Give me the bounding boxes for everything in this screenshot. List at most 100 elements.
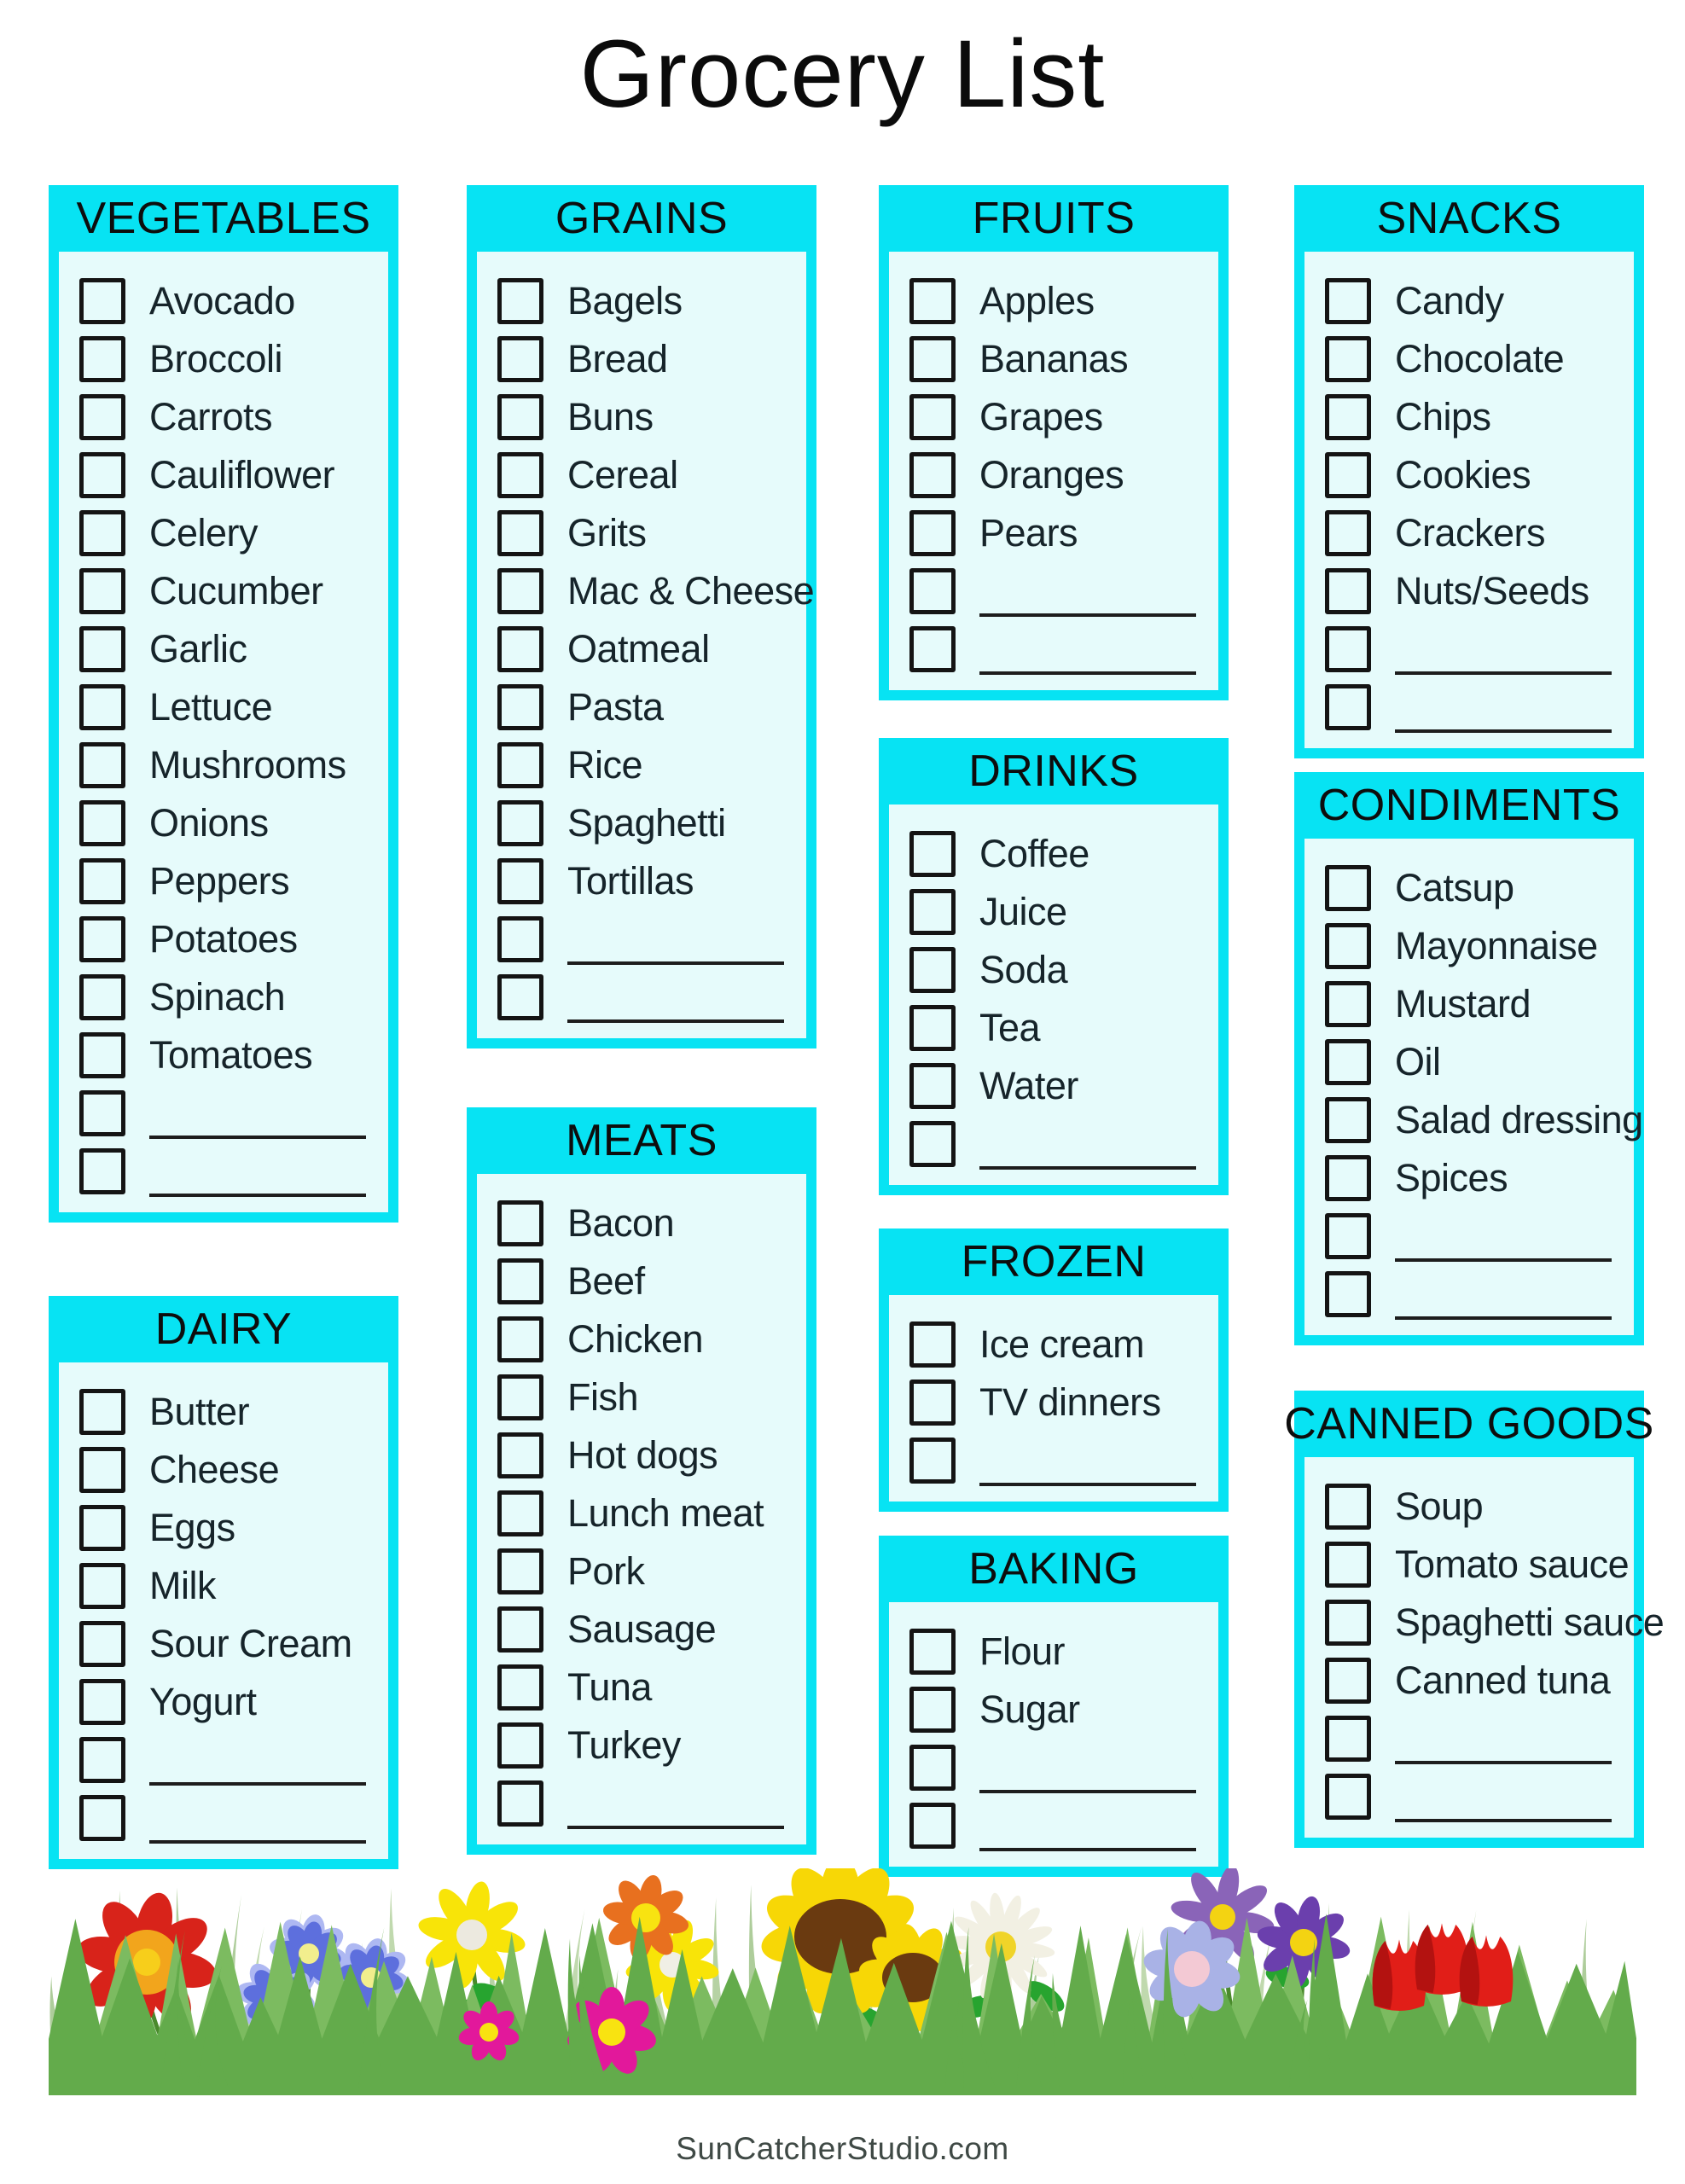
checkbox[interactable] xyxy=(497,858,543,904)
write-in-line[interactable] xyxy=(979,1435,1196,1486)
write-in-line[interactable] xyxy=(979,1742,1196,1793)
checkbox[interactable] xyxy=(909,452,956,498)
write-in-line[interactable] xyxy=(979,566,1196,617)
checkbox[interactable] xyxy=(497,800,543,846)
checkbox[interactable] xyxy=(1325,684,1371,730)
checkbox[interactable] xyxy=(79,1447,125,1493)
checkbox[interactable] xyxy=(497,452,543,498)
write-in-line[interactable] xyxy=(1395,624,1612,675)
write-in-line[interactable] xyxy=(979,1118,1196,1170)
checkbox[interactable] xyxy=(497,1432,543,1478)
checkbox[interactable] xyxy=(909,568,956,614)
checkbox[interactable] xyxy=(1325,394,1371,440)
checkbox[interactable] xyxy=(79,916,125,962)
checkbox[interactable] xyxy=(909,336,956,382)
write-in-line[interactable] xyxy=(149,1734,366,1786)
checkbox[interactable] xyxy=(497,336,543,382)
checkbox[interactable] xyxy=(1325,1542,1371,1588)
checkbox[interactable] xyxy=(909,947,956,993)
checkbox[interactable] xyxy=(79,568,125,614)
checkbox[interactable] xyxy=(1325,865,1371,911)
checkbox[interactable] xyxy=(909,1063,956,1109)
checkbox[interactable] xyxy=(1325,1271,1371,1317)
checkbox[interactable] xyxy=(79,742,125,788)
write-in-line[interactable] xyxy=(567,972,784,1023)
checkbox[interactable] xyxy=(79,800,125,846)
checkbox[interactable] xyxy=(79,626,125,672)
checkbox[interactable] xyxy=(909,1321,956,1368)
checkbox[interactable] xyxy=(1325,1600,1371,1646)
checkbox[interactable] xyxy=(497,510,543,556)
write-in-line[interactable] xyxy=(1395,1771,1612,1822)
checkbox[interactable] xyxy=(79,1679,125,1725)
checkbox[interactable] xyxy=(1325,1213,1371,1259)
write-in-line[interactable] xyxy=(1395,1269,1612,1320)
checkbox[interactable] xyxy=(497,394,543,440)
write-in-line[interactable] xyxy=(567,914,784,965)
checkbox[interactable] xyxy=(1325,336,1371,382)
checkbox[interactable] xyxy=(79,394,125,440)
checkbox[interactable] xyxy=(497,974,543,1020)
checkbox[interactable] xyxy=(909,626,956,672)
write-in-line[interactable] xyxy=(149,1088,366,1139)
checkbox[interactable] xyxy=(909,1121,956,1167)
write-in-line[interactable] xyxy=(1395,1211,1612,1262)
checkbox[interactable] xyxy=(1325,981,1371,1027)
checkbox[interactable] xyxy=(497,1664,543,1711)
checkbox[interactable] xyxy=(909,1438,956,1484)
checkbox[interactable] xyxy=(497,1316,543,1362)
checkbox[interactable] xyxy=(497,1258,543,1304)
checkbox[interactable] xyxy=(497,1490,543,1536)
checkbox[interactable] xyxy=(79,1389,125,1435)
write-in-line[interactable] xyxy=(567,1778,784,1829)
write-in-line[interactable] xyxy=(1395,682,1612,733)
write-in-line[interactable] xyxy=(979,1800,1196,1851)
checkbox[interactable] xyxy=(909,1629,956,1675)
checkbox[interactable] xyxy=(1325,1484,1371,1530)
checkbox[interactable] xyxy=(909,1803,956,1849)
write-in-line[interactable] xyxy=(1395,1713,1612,1764)
write-in-line[interactable] xyxy=(979,624,1196,675)
write-in-line[interactable] xyxy=(149,1792,366,1844)
checkbox[interactable] xyxy=(1325,568,1371,614)
checkbox[interactable] xyxy=(79,1737,125,1783)
checkbox[interactable] xyxy=(909,394,956,440)
checkbox[interactable] xyxy=(1325,1155,1371,1201)
checkbox[interactable] xyxy=(79,1795,125,1841)
checkbox[interactable] xyxy=(497,1722,543,1769)
checkbox[interactable] xyxy=(1325,1039,1371,1085)
checkbox[interactable] xyxy=(909,1687,956,1733)
checkbox[interactable] xyxy=(79,974,125,1020)
checkbox[interactable] xyxy=(497,916,543,962)
checkbox[interactable] xyxy=(497,568,543,614)
checkbox[interactable] xyxy=(1325,452,1371,498)
checkbox[interactable] xyxy=(79,452,125,498)
checkbox[interactable] xyxy=(1325,923,1371,969)
checkbox[interactable] xyxy=(79,1563,125,1609)
checkbox[interactable] xyxy=(497,1374,543,1420)
checkbox[interactable] xyxy=(497,1200,543,1246)
checkbox[interactable] xyxy=(497,1606,543,1653)
checkbox[interactable] xyxy=(79,858,125,904)
checkbox[interactable] xyxy=(497,626,543,672)
checkbox[interactable] xyxy=(79,278,125,324)
checkbox[interactable] xyxy=(79,1621,125,1667)
checkbox[interactable] xyxy=(909,1005,956,1051)
checkbox[interactable] xyxy=(1325,1658,1371,1704)
checkbox[interactable] xyxy=(1325,1774,1371,1820)
checkbox[interactable] xyxy=(1325,1097,1371,1143)
checkbox[interactable] xyxy=(909,1745,956,1791)
checkbox[interactable] xyxy=(497,1780,543,1827)
checkbox[interactable] xyxy=(497,742,543,788)
checkbox[interactable] xyxy=(497,1548,543,1594)
checkbox[interactable] xyxy=(909,278,956,324)
checkbox[interactable] xyxy=(79,1505,125,1551)
checkbox[interactable] xyxy=(909,1380,956,1426)
checkbox[interactable] xyxy=(909,889,956,935)
checkbox[interactable] xyxy=(1325,278,1371,324)
checkbox[interactable] xyxy=(909,510,956,556)
checkbox[interactable] xyxy=(497,684,543,730)
checkbox[interactable] xyxy=(79,336,125,382)
checkbox[interactable] xyxy=(909,831,956,877)
checkbox[interactable] xyxy=(79,1148,125,1194)
